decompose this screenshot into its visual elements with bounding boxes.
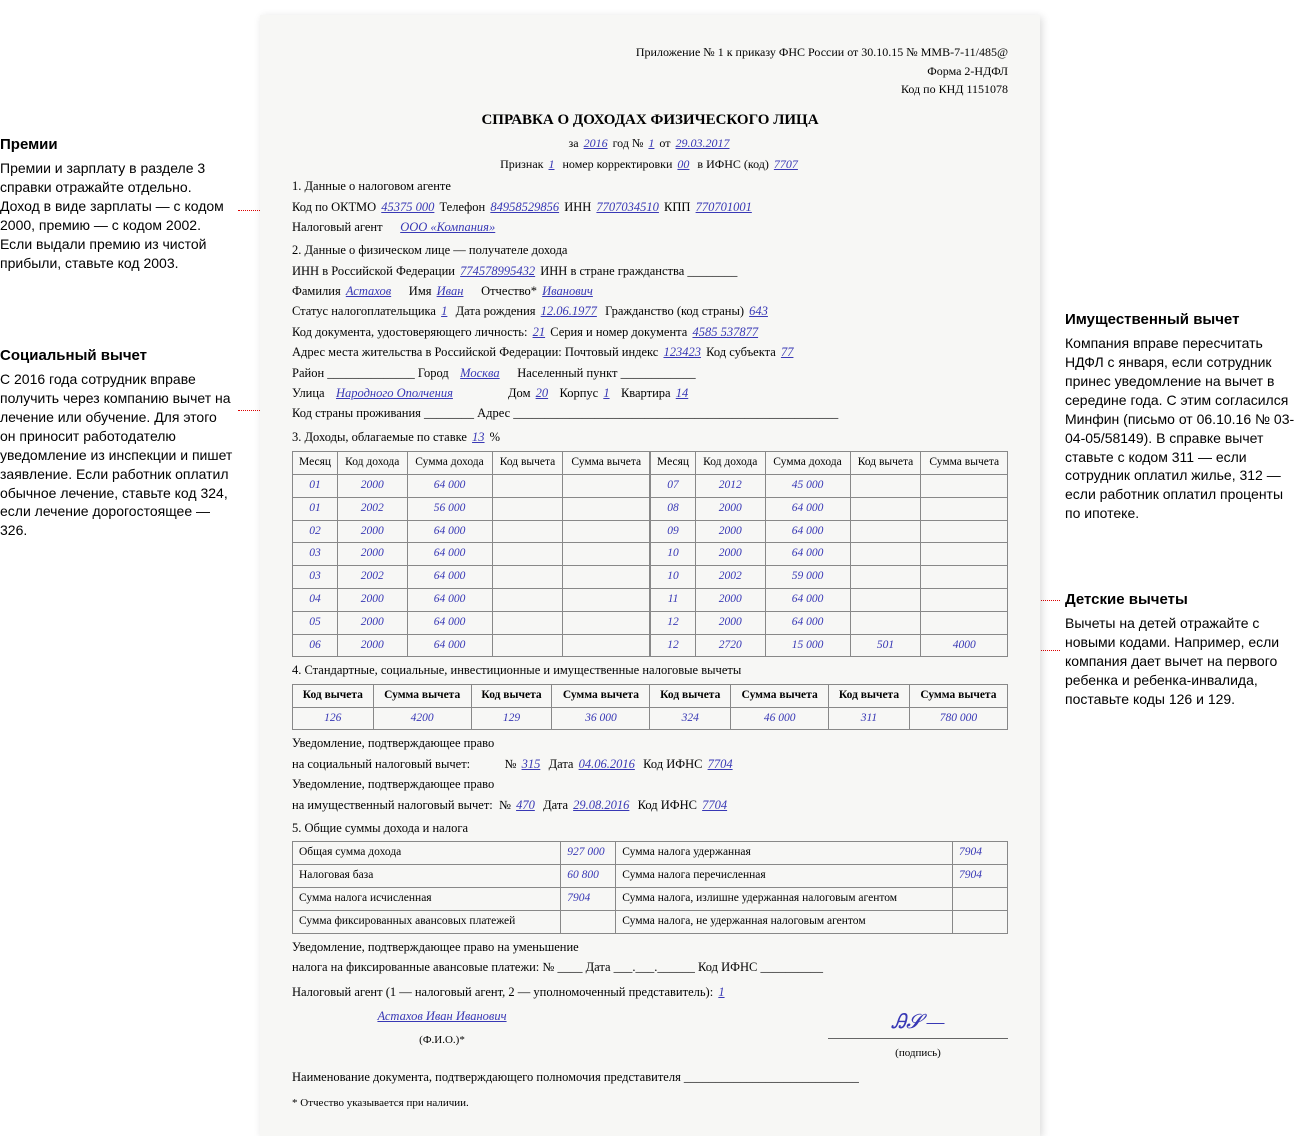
annotation-property: Имущественный вычет Компания вправе пере…	[1065, 310, 1300, 523]
annotation-title: Детские вычеты	[1065, 590, 1300, 610]
header-line: Форма 2-НДФЛ	[292, 62, 1008, 81]
signature: Ꭿ𝓢 —	[828, 1007, 1008, 1039]
annotation-body: Компания вправе пересчитать НДФЛ с январ…	[1065, 334, 1300, 523]
annotation-title: Премии	[0, 135, 235, 155]
income-table-left: МесяцКод доходаСумма доходаКод вычетаСум…	[292, 451, 650, 657]
footer-block: Уведомление, подтверждающее право на уме…	[292, 938, 1008, 1113]
header-line: Приложение № 1 к приказу ФНС России от 3…	[292, 43, 1008, 62]
doc-subtitle: за 2016 год № 1 от 29.03.2017	[292, 134, 1008, 153]
annotation-body: Премии и зарплату в разделе 3 справки от…	[0, 159, 235, 272]
section-3: 3. Доходы, облагаемые по ставке 13 % Мес…	[292, 428, 1008, 658]
doc-header: Приложение № 1 к приказу ФНС России от 3…	[292, 43, 1008, 99]
annotation-title: Имущественный вычет	[1065, 310, 1300, 330]
totals-table: Общая сумма дохода927 000Сумма налога уд…	[292, 841, 1008, 933]
signer-name: Астахов Иван Иванович	[292, 1007, 592, 1026]
annotation-title: Социальный вычет	[0, 346, 235, 366]
annotation-premii: Премии Премии и зарплату в разделе 3 спр…	[0, 135, 235, 273]
doc-subline2: Признак 1 номер корректировки 00 в ИФНС …	[292, 155, 1008, 174]
annotation-body: С 2016 года сотрудник вправе получить че…	[0, 370, 235, 540]
annotation-social: Социальный вычет С 2016 года сотрудник в…	[0, 346, 235, 540]
doc-title: СПРАВКА О ДОХОДАХ ФИЗИЧЕСКОГО ЛИЦА	[292, 109, 1008, 132]
document: Приложение № 1 к приказу ФНС России от 3…	[260, 15, 1040, 1136]
section-1: 1. Данные о налоговом агенте Код по ОКТМ…	[292, 177, 1008, 237]
annotation-body: Вычеты на детей отражайте с новыми кодам…	[1065, 614, 1300, 708]
deductions-table: Код вычетаСумма вычетаКод вычетаСумма вы…	[292, 684, 1008, 731]
annotation-children: Детские вычеты Вычеты на детей отражайте…	[1065, 590, 1300, 709]
header-line: Код по КНД 1151078	[292, 80, 1008, 99]
section-4: 4. Стандартные, социальные, инвестиционн…	[292, 661, 1008, 815]
section-5: 5. Общие суммы дохода и налога Общая сум…	[292, 819, 1008, 934]
section-2: 2. Данные о физическом лице — получателе…	[292, 241, 1008, 423]
income-table-right: МесяцКод доходаСумма доходаКод вычетаСум…	[650, 451, 1008, 657]
